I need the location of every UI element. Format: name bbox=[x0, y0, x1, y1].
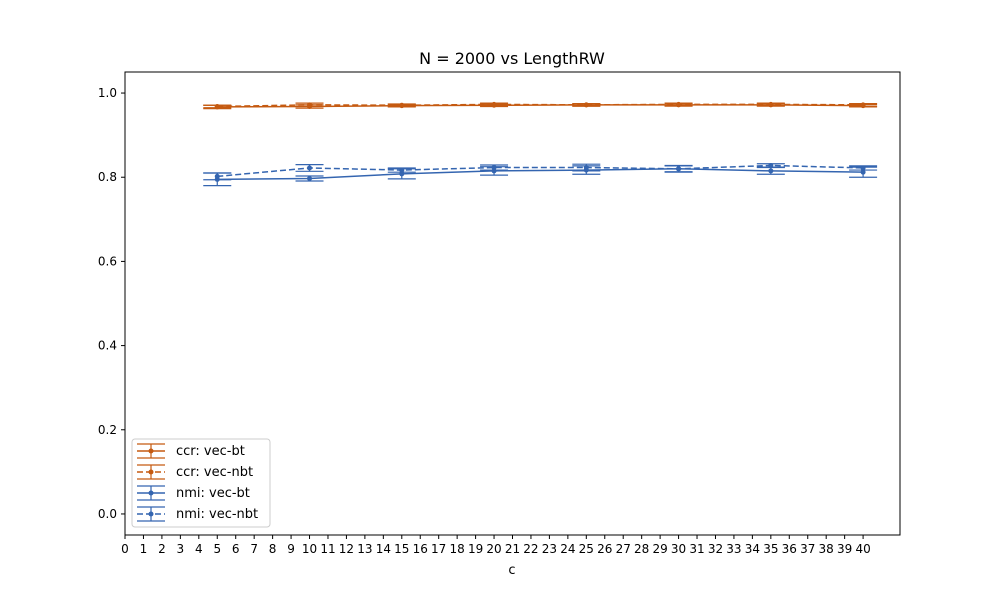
series-3 bbox=[203, 164, 878, 187]
series-line bbox=[217, 168, 864, 181]
y-tick-label: 0.2 bbox=[98, 423, 117, 437]
x-axis-label: c bbox=[508, 563, 515, 578]
data-point bbox=[768, 101, 774, 107]
x-tick-label: 28 bbox=[634, 542, 649, 556]
x-tick-label: 12 bbox=[339, 542, 354, 556]
data-point bbox=[676, 101, 682, 107]
data-point bbox=[307, 165, 313, 171]
x-tick-label: 19 bbox=[468, 542, 483, 556]
x-tick-label: 36 bbox=[782, 542, 797, 556]
x-tick-label: 2 bbox=[158, 542, 166, 556]
legend: ccr: vec-bt ccr: vec-nbt nmi: vec-bt nmi: v… bbox=[131, 438, 271, 528]
data-point bbox=[491, 101, 497, 107]
data-point bbox=[676, 166, 682, 172]
x-tick-label: 39 bbox=[837, 542, 852, 556]
x-tick-label: 5 bbox=[213, 542, 221, 556]
x-tick-label: 14 bbox=[376, 542, 391, 556]
x-tick-label: 4 bbox=[195, 542, 203, 556]
legend-marker bbox=[148, 490, 154, 496]
legend-item: nmi: vec-nbt bbox=[137, 506, 258, 522]
series-line bbox=[217, 104, 864, 108]
x-tick-label: 27 bbox=[616, 542, 631, 556]
y-tick-label: 0.8 bbox=[98, 170, 117, 184]
x-tick-label: 16 bbox=[413, 542, 428, 556]
data-point bbox=[583, 165, 589, 171]
legend-label: ccr: vec-nbt bbox=[176, 465, 253, 480]
x-tick-label: 40 bbox=[855, 542, 870, 556]
legend-box bbox=[131, 438, 271, 528]
series-line bbox=[217, 164, 864, 178]
x-tick-label: 38 bbox=[819, 542, 834, 556]
chart-title: N = 2000 vs LengthRW bbox=[419, 49, 605, 68]
x-tick-label: 29 bbox=[652, 542, 667, 556]
data-point bbox=[214, 104, 220, 110]
x-tick-label: 23 bbox=[542, 542, 557, 556]
data-point bbox=[214, 173, 220, 179]
legend-label: ccr: vec-bt bbox=[176, 444, 245, 459]
data-point bbox=[768, 168, 774, 174]
series-2 bbox=[203, 101, 878, 110]
x-axis: 0 1 2 3 4 5 6 7 8 9 10 11 12 13 14 15 16 17 18 19 20 21 22 23 24… bbox=[121, 535, 871, 556]
x-tick-label: 0 bbox=[121, 542, 129, 556]
y-tick-label: 0.6 bbox=[98, 254, 117, 268]
data-point bbox=[860, 102, 866, 108]
x-tick-label: 22 bbox=[523, 542, 538, 556]
data-point bbox=[860, 165, 866, 171]
x-tick-label: 13 bbox=[357, 542, 372, 556]
y-tick-label: 0.0 bbox=[98, 507, 117, 521]
y-axis: 0.0 0.2 0.4 0.6 0.8 1.0 bbox=[98, 86, 125, 521]
x-tick-label: 26 bbox=[597, 542, 612, 556]
x-tick-label: 37 bbox=[800, 542, 815, 556]
x-tick-label: 9 bbox=[287, 542, 295, 556]
data-point bbox=[768, 162, 774, 168]
series-4 bbox=[203, 162, 878, 181]
x-tick-label: 21 bbox=[505, 542, 520, 556]
x-tick-label: 32 bbox=[708, 542, 723, 556]
x-tick-label: 7 bbox=[250, 542, 258, 556]
x-tick-label: 35 bbox=[763, 542, 778, 556]
data-point bbox=[399, 167, 405, 173]
x-tick-label: 25 bbox=[579, 542, 594, 556]
legend-marker bbox=[148, 469, 154, 475]
legend-label: nmi: vec-bt bbox=[176, 486, 250, 501]
data-point bbox=[860, 169, 866, 175]
x-tick-label: 33 bbox=[726, 542, 741, 556]
legend-label: nmi: vec-nbt bbox=[176, 507, 258, 522]
x-tick-label: 34 bbox=[745, 542, 760, 556]
x-tick-label: 24 bbox=[560, 542, 575, 556]
y-tick-label: 1.0 bbox=[98, 86, 117, 100]
x-tick-label: 1 bbox=[140, 542, 148, 556]
legend-item: ccr: vec-bt bbox=[137, 443, 245, 459]
data-point bbox=[307, 175, 313, 181]
x-tick-label: 20 bbox=[486, 542, 501, 556]
x-tick-label: 11 bbox=[320, 542, 335, 556]
data-point bbox=[491, 165, 497, 171]
x-tick-label: 31 bbox=[689, 542, 704, 556]
x-tick-label: 17 bbox=[431, 542, 446, 556]
legend-marker bbox=[148, 448, 154, 454]
legend-marker bbox=[148, 511, 154, 517]
legend-item: ccr: vec-nbt bbox=[137, 464, 253, 480]
legend-item: nmi: vec-bt bbox=[137, 485, 250, 501]
x-tick-label: 18 bbox=[450, 542, 465, 556]
x-tick-label: 8 bbox=[269, 542, 277, 556]
x-tick-label: 15 bbox=[394, 542, 409, 556]
data-point bbox=[307, 102, 313, 108]
y-tick-label: 0.4 bbox=[98, 339, 117, 353]
data-point bbox=[583, 102, 589, 108]
x-tick-label: 30 bbox=[671, 542, 686, 556]
x-tick-label: 6 bbox=[232, 542, 240, 556]
plot-area bbox=[203, 101, 878, 187]
data-point bbox=[399, 102, 405, 108]
x-tick-label: 10 bbox=[302, 542, 317, 556]
x-tick-label: 3 bbox=[177, 542, 185, 556]
